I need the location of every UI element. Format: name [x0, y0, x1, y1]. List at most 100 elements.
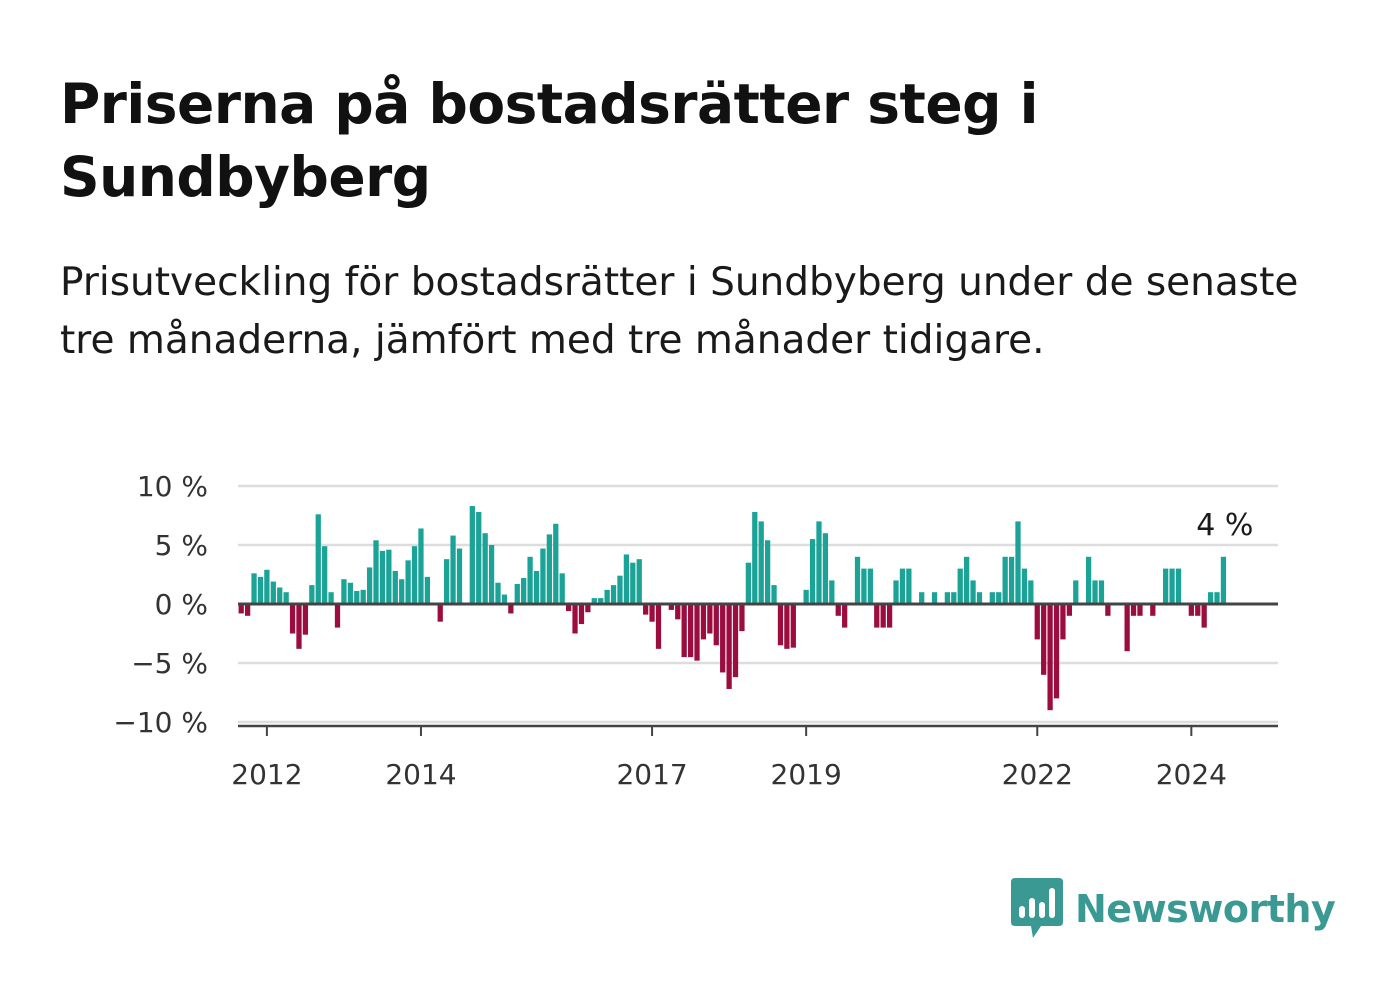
bar-positive — [893, 580, 899, 604]
bar-positive — [1214, 592, 1220, 604]
x-tick-label: 2022 — [1002, 758, 1073, 791]
bar-negative — [739, 604, 745, 632]
bar-negative — [565, 604, 572, 612]
bar-chart: 10 % 5 % 0 % −5 % −10 % 2012 2014 2017 2019 2022… — [113, 470, 1278, 791]
bar-positive — [1021, 568, 1028, 604]
bar-negative — [649, 604, 655, 622]
bar-negative — [289, 604, 296, 634]
axes — [238, 602, 1278, 728]
bar-positive — [803, 589, 809, 604]
bar-positive — [764, 540, 771, 604]
bar-positive — [476, 511, 482, 604]
newsworthy-logo: Newsworthy — [1011, 878, 1336, 940]
bar-negative — [578, 604, 585, 625]
y-tick-label: 5 % — [155, 529, 208, 562]
bar-negative — [874, 604, 880, 628]
bar-negative — [1195, 604, 1201, 616]
bar-positive — [944, 592, 951, 604]
bar-positive — [867, 568, 873, 604]
bar-negative — [726, 604, 732, 689]
gridlines — [238, 484, 1278, 724]
bar-positive — [373, 540, 379, 604]
bar-positive — [328, 592, 334, 604]
bar-positive — [1073, 580, 1079, 604]
bar-negative — [1105, 604, 1111, 616]
bar-negative — [296, 604, 302, 649]
bar-positive — [405, 560, 411, 604]
bar-positive — [970, 580, 976, 604]
bar-positive — [1207, 592, 1214, 604]
bar-positive — [322, 546, 328, 604]
bar-positive — [379, 550, 386, 604]
bar-negative — [784, 604, 790, 649]
x-tick-label: 2019 — [771, 758, 842, 791]
newsworthy-logo-icon — [1011, 878, 1063, 938]
bar-negative — [790, 604, 796, 648]
x-axis-ticks: 2012 2014 2017 2019 2022 2024 — [231, 726, 1227, 791]
y-tick-label: 0 % — [155, 588, 208, 621]
bar-negative — [681, 604, 687, 658]
bar-positive — [501, 594, 508, 604]
bar-positive — [1169, 568, 1175, 604]
bar-negative — [655, 604, 662, 649]
bar-positive — [251, 573, 257, 604]
bar-positive — [257, 576, 264, 604]
bar-positive — [1028, 580, 1034, 604]
bar-negative — [1124, 604, 1130, 652]
bar-positive — [816, 521, 822, 604]
bar-positive — [450, 535, 456, 604]
bar-positive — [488, 545, 495, 604]
bar-positive — [546, 534, 552, 604]
bar-positive — [610, 585, 617, 604]
bar-positive — [745, 562, 752, 604]
bar-negative — [508, 604, 514, 614]
chart-title: Priserna på bostadsrätter steg i Sundbyb… — [60, 72, 1039, 209]
bar-negative — [334, 604, 341, 628]
end-value-label: 4 % — [1196, 508, 1253, 543]
bar-negative — [572, 604, 578, 634]
x-tick-label: 2014 — [385, 758, 456, 791]
bar-positive — [392, 570, 398, 604]
bar-positive — [919, 592, 925, 604]
bar-negative — [707, 604, 713, 634]
bar-positive — [931, 592, 938, 604]
bar-positive — [527, 556, 533, 604]
bar-negative — [437, 604, 443, 622]
bar-positive — [822, 533, 829, 604]
bar-negative — [302, 604, 309, 635]
x-tick-label: 2024 — [1156, 758, 1227, 791]
bar-negative — [1130, 604, 1137, 616]
bar-positive — [1015, 521, 1021, 604]
bar-positive — [283, 592, 289, 604]
bar-positive — [347, 582, 353, 604]
bar-negative — [732, 604, 739, 678]
bar-positive — [964, 556, 970, 604]
chart-subtitle: Prisutveckling för bostadsrätter i Sundb… — [60, 260, 1299, 363]
bar-positive — [456, 548, 463, 604]
bar-positive — [540, 548, 546, 604]
bar-positive — [771, 585, 777, 604]
bar-positive — [1002, 556, 1008, 604]
bar-positive — [277, 587, 283, 604]
bar-negative — [1066, 604, 1072, 616]
bar-negative — [713, 604, 719, 646]
bar-positive — [399, 579, 405, 604]
bar-positive — [264, 569, 270, 604]
bar-positive — [829, 580, 835, 604]
bar-positive — [354, 591, 360, 604]
bar-positive — [758, 521, 764, 604]
bar-positive — [623, 554, 630, 604]
bar-negative — [1034, 604, 1040, 640]
bar-negative — [720, 604, 726, 673]
bar-negative — [886, 604, 893, 628]
bar-negative — [1060, 604, 1066, 640]
y-tick-label: −5 % — [131, 647, 208, 680]
bar-negative — [643, 604, 649, 615]
bar-negative — [1201, 604, 1207, 628]
bar-positive — [495, 582, 501, 604]
bar-positive — [630, 562, 636, 604]
bar-positive — [424, 576, 431, 604]
bars — [238, 506, 1227, 711]
bar-positive — [1008, 556, 1015, 604]
bar-positive — [617, 575, 623, 604]
